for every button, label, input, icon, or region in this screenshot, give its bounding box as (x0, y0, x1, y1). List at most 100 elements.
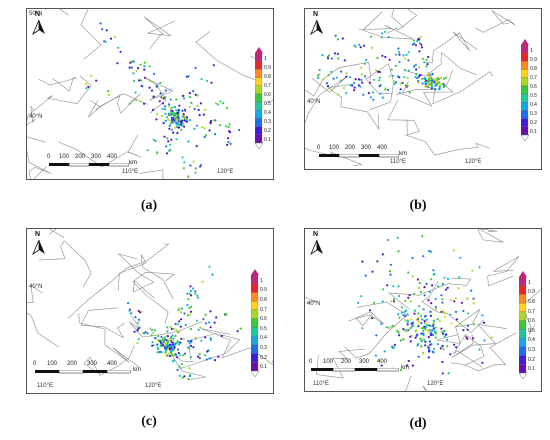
trajectory-point (188, 375, 192, 378)
source-point (450, 322, 453, 325)
trajectory-point (135, 69, 138, 72)
boundary-line (83, 344, 135, 376)
trajectory-point (193, 107, 196, 111)
colorbar: 1 0.9 0.8 0.7 0.6 0.5 0.4 0.3 0.2 0.1 (251, 269, 269, 377)
trajectory-point (414, 63, 417, 67)
trajectory-point (421, 77, 424, 80)
source-point (172, 112, 176, 115)
trajectory-point (176, 323, 180, 326)
colorbar-segment (519, 364, 527, 374)
source-point (427, 75, 431, 78)
trajectory-point (166, 137, 169, 140)
map-frame: N 40°N 110°E 120°E 0 100 200 300 400 km … (304, 228, 542, 392)
trajectory-point (155, 152, 158, 155)
trajectory-point (222, 102, 225, 105)
source-point (429, 310, 432, 313)
trajectory-point (142, 332, 145, 335)
trajectory-point (226, 143, 229, 146)
source-point (163, 342, 166, 345)
trajectory-point (167, 140, 170, 143)
source-point (443, 311, 446, 315)
trajectory-point (424, 314, 427, 317)
boundary-line (305, 62, 371, 97)
trajectory-point (330, 88, 333, 91)
trajectory-point (138, 326, 141, 329)
trajectory-point (466, 297, 469, 300)
source-point (427, 79, 430, 82)
colorbar-segment (521, 61, 529, 70)
scale-label-0: 0 (33, 361, 37, 367)
trajectory-point (360, 66, 363, 69)
trajectory-point (166, 326, 169, 329)
trajectory-point (189, 344, 193, 347)
trajectory-point (393, 82, 396, 85)
source-point (422, 326, 425, 330)
trajectory-point (151, 108, 155, 111)
trajectory-point (165, 152, 169, 155)
source-point (428, 324, 432, 327)
trajectory-point (195, 145, 198, 148)
source-point (167, 112, 171, 115)
trajectory-point (336, 52, 339, 55)
trajectory-point (146, 149, 149, 152)
trajectory-point (402, 314, 405, 317)
trajectory-point (194, 337, 197, 340)
trajectory-point (384, 88, 387, 91)
trajectory-point (196, 94, 199, 97)
colorbar-tick-label: 0.3 (264, 118, 271, 125)
source-point (179, 120, 183, 124)
trajectory-point (397, 47, 400, 50)
source-point (156, 343, 159, 346)
north-arrow-label: N (313, 11, 319, 18)
lon-label-120e: 120°E (145, 383, 162, 389)
scale-bar-graphic (319, 154, 399, 158)
trajectory-point (327, 74, 330, 77)
trajectory-point (471, 269, 474, 272)
trajectory-point (164, 89, 167, 92)
map-frame: N 40°N 110°E 120°E 0 100 200 300 400 km … (304, 8, 542, 170)
source-point (166, 348, 170, 351)
colorbar-tick-label: 0.3 (528, 347, 535, 354)
scale-bar-graphic (49, 163, 129, 167)
source-point (424, 80, 427, 84)
colorbar-tick-label: 0.5 (264, 100, 271, 107)
trajectory-point (210, 81, 213, 84)
trajectory-point (393, 343, 396, 346)
source-point (434, 79, 438, 82)
colorbar-segment (251, 353, 259, 363)
trajectory-point (187, 140, 190, 143)
boundary-line (403, 52, 477, 77)
trajectory-point (85, 83, 88, 86)
boundary-line (132, 271, 175, 325)
boundary-line (348, 311, 385, 327)
trajectory-point (132, 60, 135, 63)
trajectory-point (322, 78, 325, 81)
trajectory-point (421, 57, 424, 60)
colorbar-tick-label: 0.1 (260, 364, 267, 371)
trajectory-point (371, 270, 374, 273)
source-point (431, 85, 434, 88)
trajectory-point (169, 107, 172, 110)
trajectory-point (386, 238, 390, 242)
source-point (419, 337, 422, 340)
trajectory-point (192, 346, 195, 349)
colorbar-segment (251, 274, 259, 284)
colorbar-bottom-arrow (255, 142, 263, 149)
trajectory-point (427, 55, 430, 59)
trajectory-point (422, 255, 425, 258)
trajectory-point (392, 300, 396, 303)
trajectory-point (445, 288, 448, 291)
map-panel-c: N 40°N 110°E 120°E 0 100 200 300 400 km … (18, 220, 280, 440)
colorbar-segment (255, 61, 263, 70)
map-panel-b: N 40°N 110°E 120°E 0 100 200 300 400 km … (292, 0, 550, 220)
trajectory-point (153, 72, 156, 75)
trajectory-point (168, 354, 172, 357)
trajectory-point (182, 337, 185, 340)
boundary-line (195, 31, 262, 82)
trajectory-point (180, 366, 183, 369)
colorbar-tick-label: 0.2 (528, 356, 535, 363)
trajectory-point (434, 305, 437, 309)
trajectory-point (440, 294, 443, 297)
trajectory-point (397, 285, 400, 288)
trajectory-point (431, 284, 434, 287)
